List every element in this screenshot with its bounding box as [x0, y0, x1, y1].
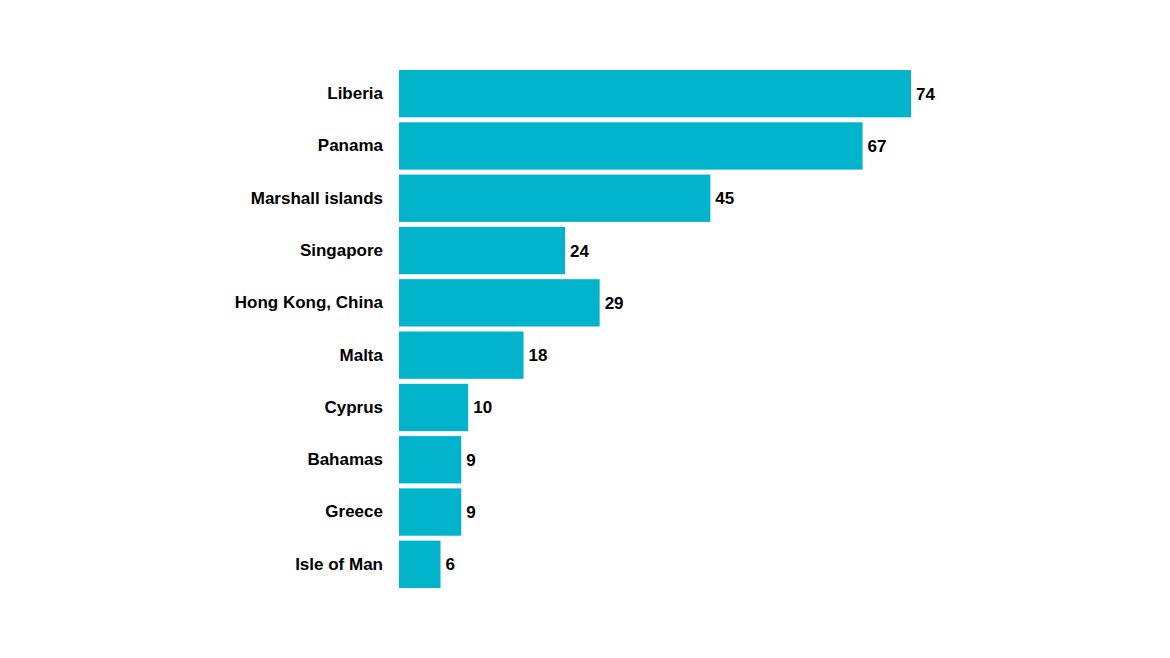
tick: Hong Kong, China	[235, 293, 384, 312]
data-label: 9	[466, 451, 475, 470]
chart-container: Liberia Panama Marshall islands Singapore Ho…	[0, 0, 1170, 658]
bar	[399, 279, 600, 326]
data-label: 45	[715, 189, 734, 208]
data-label: 6	[446, 555, 455, 574]
tick-label: Cyprus	[324, 398, 383, 417]
data-label: 74	[916, 85, 935, 104]
tick-label: Singapore	[300, 241, 383, 260]
y-axis: Liberia Panama Marshall islands Singapore Ho…	[235, 84, 384, 574]
tick-label: Liberia	[327, 84, 383, 103]
bar	[399, 384, 468, 431]
bars	[399, 70, 911, 588]
data-label: 9	[466, 503, 475, 522]
tick-label: Marshall islands	[251, 189, 383, 208]
tick-label: Isle of Man	[295, 555, 383, 574]
tick-label: Bahamas	[307, 450, 383, 469]
bar	[399, 227, 565, 274]
tick: Liberia	[327, 84, 383, 103]
tick: Marshall islands	[251, 189, 383, 208]
data-label: 67	[868, 137, 887, 156]
chart: Liberia Panama Marshall islands Singapore Ho…	[0, 0, 1170, 658]
bar	[399, 541, 441, 588]
tick-label: Hong Kong, China	[235, 293, 384, 312]
tick-label: Greece	[325, 502, 383, 521]
data-label: 24	[570, 242, 589, 261]
bar	[399, 122, 863, 169]
tick: Cyprus	[324, 398, 383, 417]
data-labels: 74 67 45 24 29 18 10 9 9 6	[446, 85, 936, 575]
tick-label: Panama	[318, 136, 384, 155]
tick: Singapore	[300, 241, 383, 260]
data-label: 29	[605, 294, 624, 313]
bar	[399, 436, 461, 483]
tick: Isle of Man	[295, 555, 383, 574]
bar	[399, 488, 461, 535]
tick: Bahamas	[307, 450, 383, 469]
tick-label: Malta	[340, 346, 384, 365]
bar	[399, 175, 710, 222]
tick: Panama	[318, 136, 384, 155]
bar	[399, 331, 524, 378]
bar	[399, 70, 911, 117]
tick: Greece	[325, 502, 383, 521]
data-label: 10	[473, 398, 492, 417]
data-label: 18	[529, 346, 548, 365]
tick: Malta	[340, 346, 384, 365]
